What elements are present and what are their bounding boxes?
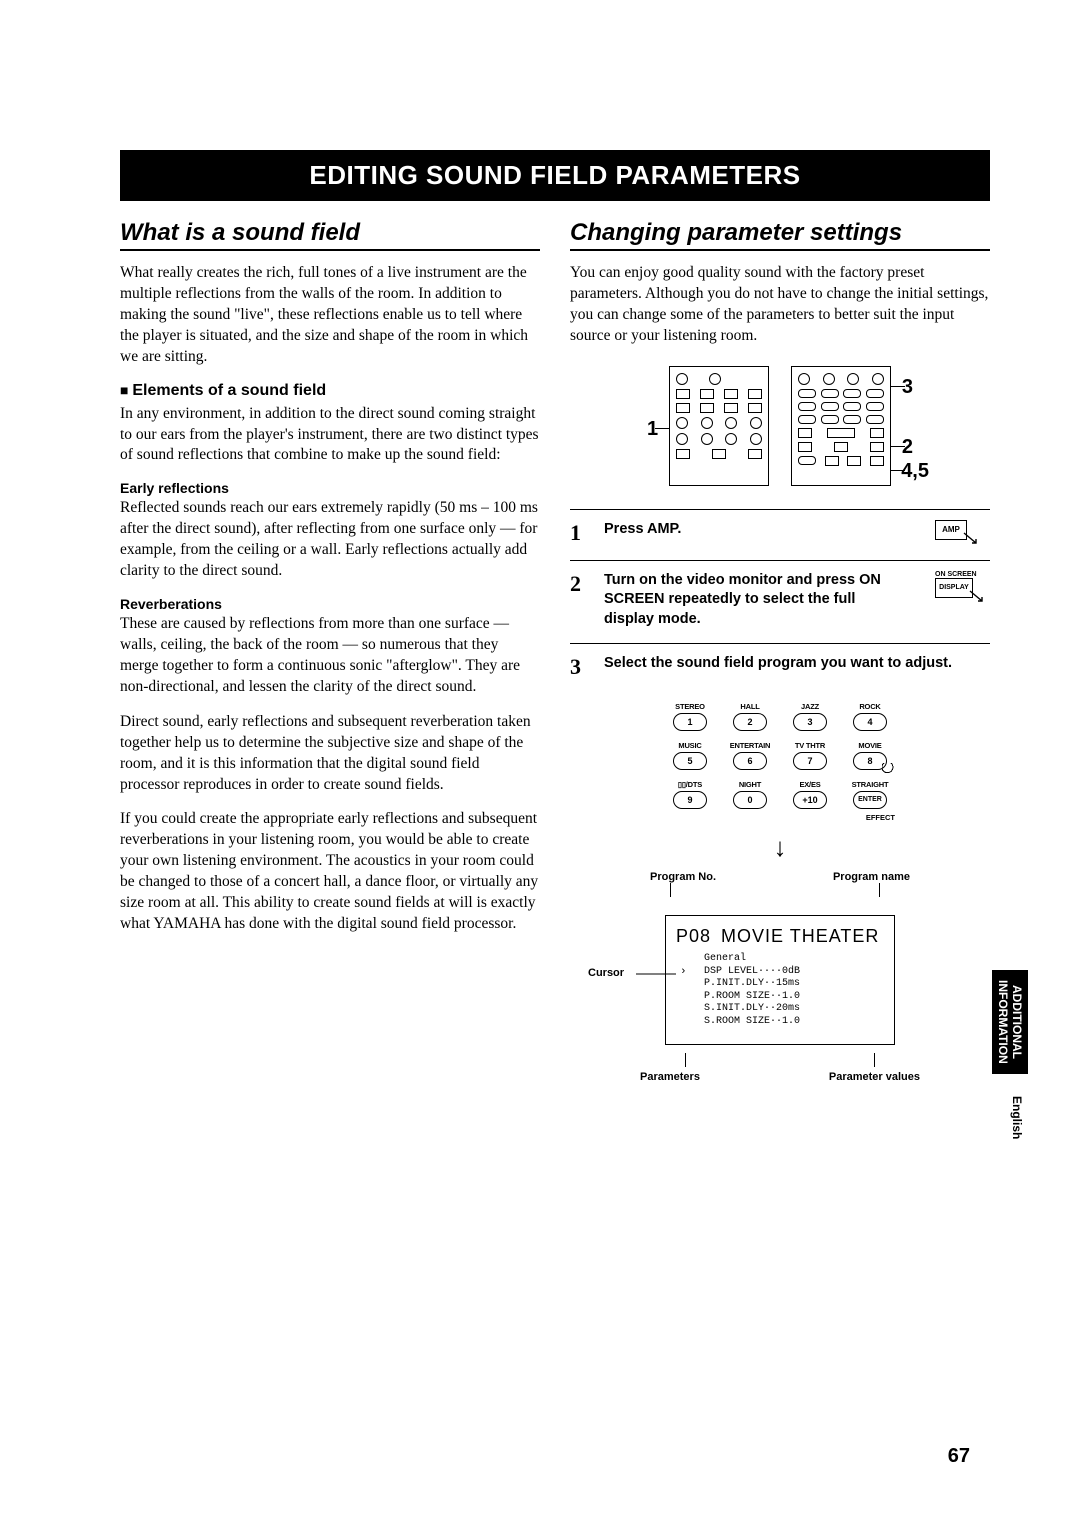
reverb-text: These are caused by reflections from mor… xyxy=(120,614,540,698)
kp-lbl: ▯▯/DTS xyxy=(665,780,715,789)
amp-button-icon: AMP xyxy=(935,520,967,540)
right-intro: You can enjoy good quality sound with th… xyxy=(570,263,990,347)
annot-prog-name: Program name xyxy=(833,871,910,883)
kp-lbl: MOVIE xyxy=(845,741,895,750)
kp-lbl: MUSIC xyxy=(665,741,715,750)
keypad-diagram: STEREO 1 HALL 2 JAZZ 3 ROCK 4 MUSIC 5 ENTERTA… xyxy=(665,702,895,822)
kp-btn: 0 xyxy=(733,791,767,809)
display-screen: P08 MOVIE THEATER › General DSP LEVEL···… xyxy=(665,915,895,1045)
press-arrow-icon xyxy=(962,531,984,549)
kp-lbl: ENTERTAIN xyxy=(725,741,775,750)
press-arrow-icon xyxy=(968,589,990,607)
step-1-icon: AMP xyxy=(895,520,990,546)
page-number: 67 xyxy=(948,1445,970,1468)
callout-3: 3 xyxy=(902,376,913,399)
kp-btn-movie: 8 xyxy=(853,752,887,770)
annot-parameters: Parameters xyxy=(640,1071,700,1083)
kp-btn: 5 xyxy=(673,752,707,770)
down-arrow-icon: ↓ xyxy=(570,832,990,863)
step-1: 1 Press AMP. AMP xyxy=(570,509,990,560)
step-1-text: Press AMP. xyxy=(604,520,885,546)
remote-right xyxy=(791,366,891,486)
display-prog-name: MOVIE THEATER xyxy=(721,926,879,947)
kp-lbl: JAZZ xyxy=(785,702,835,711)
early-heading: Early reflections xyxy=(120,480,540,496)
remote-left xyxy=(669,366,769,486)
side-tabs: ADDITIONAL INFORMATION English xyxy=(992,970,1028,1149)
display-button-icon: DISPLAY xyxy=(935,578,973,598)
annot-param-values: Parameter values xyxy=(829,1071,920,1083)
amp-label: AMP xyxy=(942,525,960,534)
effect-label: EFFECT xyxy=(665,813,895,822)
kp-btn: +10 xyxy=(793,791,827,809)
step-1-num: 1 xyxy=(570,520,592,546)
on-screen-label: ON SCREEN xyxy=(935,571,990,578)
right-column: Changing parameter settings You can enjo… xyxy=(570,219,990,1083)
left-heading: What is a sound field xyxy=(120,219,540,251)
tab-line1: ADDITIONAL xyxy=(1010,985,1024,1059)
kp-lbl: STRAIGHT xyxy=(845,780,895,789)
step-2-num: 2 xyxy=(570,571,592,630)
kp-btn: 7 xyxy=(793,752,827,770)
step-3-text: Select the sound field program you want … xyxy=(604,654,990,680)
kp-btn: 1 xyxy=(673,713,707,731)
kp-lbl: ROCK xyxy=(845,702,895,711)
tab-english: English xyxy=(992,1086,1028,1149)
step-2-icon: ON SCREEN DISPLAY xyxy=(895,571,990,630)
left-column: What is a sound field What really create… xyxy=(120,219,540,1083)
elements-intro: In any environment, in addition to the d… xyxy=(120,404,540,467)
remote-diagrams: 1 3 2 4,5 xyxy=(570,361,990,491)
tab-additional-info: ADDITIONAL INFORMATION xyxy=(992,970,1028,1074)
kp-lbl: NIGHT xyxy=(725,780,775,789)
callout-2: 2 xyxy=(902,436,913,459)
annot-prog-no: Program No. xyxy=(650,871,716,883)
kp-lbl: HALL xyxy=(725,702,775,711)
page-title-bar: EDITING SOUND FIELD PARAMETERS xyxy=(120,150,990,201)
reverb-heading: Reverberations xyxy=(120,596,540,612)
kp-lbl: STEREO xyxy=(665,702,715,711)
kp-lbl: TV THTR xyxy=(785,741,835,750)
step-2-text: Turn on the video monitor and press ON S… xyxy=(604,571,885,630)
step-3-num: 3 xyxy=(570,654,592,680)
kp-btn: 9 xyxy=(673,791,707,809)
callout-1: 1 xyxy=(647,418,658,441)
callout-45: 4,5 xyxy=(901,460,929,483)
para-create-fields: If you could create the appropriate earl… xyxy=(120,809,540,935)
para-direct-sound: Direct sound, early reflections and subs… xyxy=(120,712,540,796)
annot-cursor: Cursor xyxy=(588,967,624,979)
kp-btn-enter: ENTER xyxy=(853,791,887,809)
step-3: 3 Select the sound field program you wan… xyxy=(570,643,990,694)
display-label: DISPLAY xyxy=(939,584,969,591)
tab-line2: INFORMATION xyxy=(996,980,1010,1064)
display-params: General DSP LEVEL····0dB P.INIT.DLY··15m… xyxy=(704,953,884,1028)
step-2: 2 Turn on the video monitor and press ON… xyxy=(570,560,990,644)
kp-btn: 6 xyxy=(733,752,767,770)
early-text: Reflected sounds reach our ears extremel… xyxy=(120,498,540,582)
elements-heading: Elements of a sound field xyxy=(120,382,540,400)
display-cursor: › xyxy=(680,966,687,978)
right-heading: Changing parameter settings xyxy=(570,219,990,251)
kp-lbl: EX/ES xyxy=(785,780,835,789)
display-prog-no: P08 xyxy=(676,926,711,947)
kp-btn: 3 xyxy=(793,713,827,731)
kp-btn: 2 xyxy=(733,713,767,731)
kp-btn: 4 xyxy=(853,713,887,731)
left-intro: What really creates the rich, full tones… xyxy=(120,263,540,368)
